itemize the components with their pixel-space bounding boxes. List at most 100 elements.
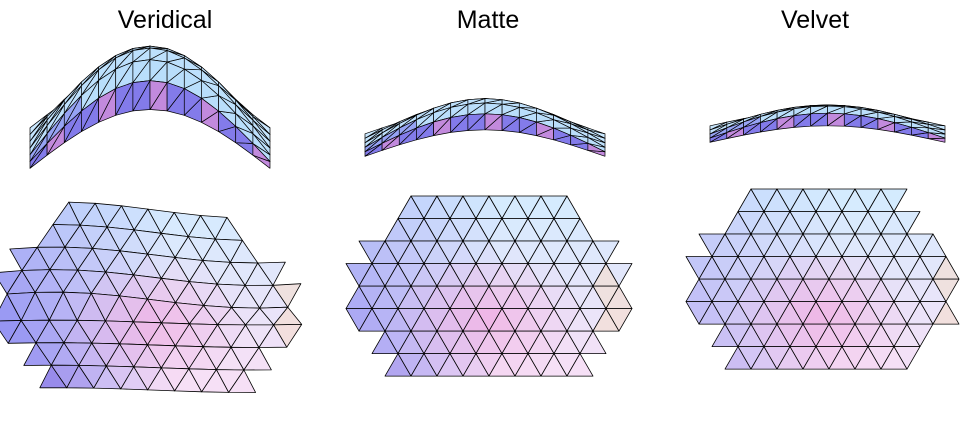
mesh-facet [518,107,537,118]
mesh-facet [252,116,271,135]
mesh-facet [166,50,185,63]
mesh-facet [218,85,237,105]
mesh-facet [467,113,486,131]
mesh-facet [894,116,912,123]
mesh-facet [709,121,728,131]
mesh-facet [252,143,271,162]
mesh-facet [877,111,895,119]
mesh-facet [709,123,728,135]
mesh-facet [536,107,554,116]
mesh-facet [166,82,185,112]
mesh-facet [776,115,795,130]
mesh-facet [793,106,812,116]
mesh-facet [587,137,606,148]
mesh-facet [906,323,934,348]
mesh-facet [450,103,469,118]
mesh-facet [29,133,48,162]
mesh-facet [911,118,929,125]
mesh-facet [860,107,879,111]
mesh-facet [252,119,271,142]
mesh-facet [235,113,254,134]
mesh-facet [243,347,272,371]
mesh-facet [927,132,946,139]
mesh-facet [927,127,946,135]
mesh-facet [450,114,469,133]
mesh-facet [98,55,117,71]
mesh-facet [587,127,606,135]
mesh-facet [587,132,606,144]
mesh-facet [63,95,82,127]
mesh-facet [587,129,606,139]
mesh-facet [536,112,554,123]
mesh-facet [149,59,168,81]
mesh-facet [29,116,48,142]
mesh-facet [252,125,271,149]
mesh-facet [776,107,795,113]
mesh-facet [201,97,219,123]
mesh-facet [46,99,65,127]
mesh-facet [364,142,383,157]
mesh-facet [381,121,400,134]
mesh-facet [149,47,168,60]
mesh-facet [793,113,812,128]
mesh-facet [416,112,434,129]
mesh-facet [911,126,929,136]
mesh-facet [29,143,48,169]
mesh-facet [793,105,812,110]
mesh-facet [98,68,117,99]
mesh-facet [98,88,117,123]
mesh-facet [149,45,168,49]
mesh-facet [46,104,65,134]
mesh-facet [98,57,117,81]
mesh-facet [726,126,744,139]
mesh-facet [228,369,257,393]
mesh-facet [183,88,202,116]
mesh-facet [132,45,151,51]
mesh-facet [501,114,520,131]
mesh-facet [183,57,202,71]
mesh-facet [63,81,82,105]
mesh-facet [570,134,589,146]
mesh-facet [381,134,400,151]
mesh-facet [484,113,503,131]
mesh-facet [860,108,879,116]
mesh-facet [149,80,168,110]
matte-side-view-mesh [364,98,606,157]
mesh-facet [166,48,185,56]
mesh-facet [932,278,960,302]
mesh-facet [760,111,778,123]
mesh-facet [364,129,383,144]
mesh-facet [81,69,99,96]
mesh-facet [272,283,302,308]
mesh-facet [605,263,633,287]
column-title-matte: Matte [456,6,520,34]
mesh-facet [877,118,895,130]
mesh-facet [927,121,946,127]
column-title-velvet: Velvet [780,6,850,34]
mesh-facet [218,81,237,101]
mesh-facet [553,119,572,129]
mesh-facet [166,61,185,83]
mesh-facet [450,99,469,108]
mesh-facet [536,121,554,136]
mesh-facet [518,117,537,133]
mesh-facet [218,95,237,114]
mesh-facet [63,110,82,144]
mesh-facet [605,308,633,332]
mesh-facet [273,324,303,348]
mesh-facet [843,106,862,115]
mesh-facet [726,121,744,133]
mesh-facet [201,66,219,83]
mesh-facet [911,121,929,129]
mesh-facet [218,110,237,132]
mesh-facet [880,188,908,212]
mesh-facet [743,113,761,123]
mesh-facet [484,98,503,104]
mesh-facet [743,122,761,136]
mesh-facet [433,117,452,136]
mesh-facet [877,110,895,115]
mesh-facet [46,126,65,156]
mesh-facet [893,346,921,370]
mesh-facet [29,114,48,135]
mesh-facet [587,142,606,153]
